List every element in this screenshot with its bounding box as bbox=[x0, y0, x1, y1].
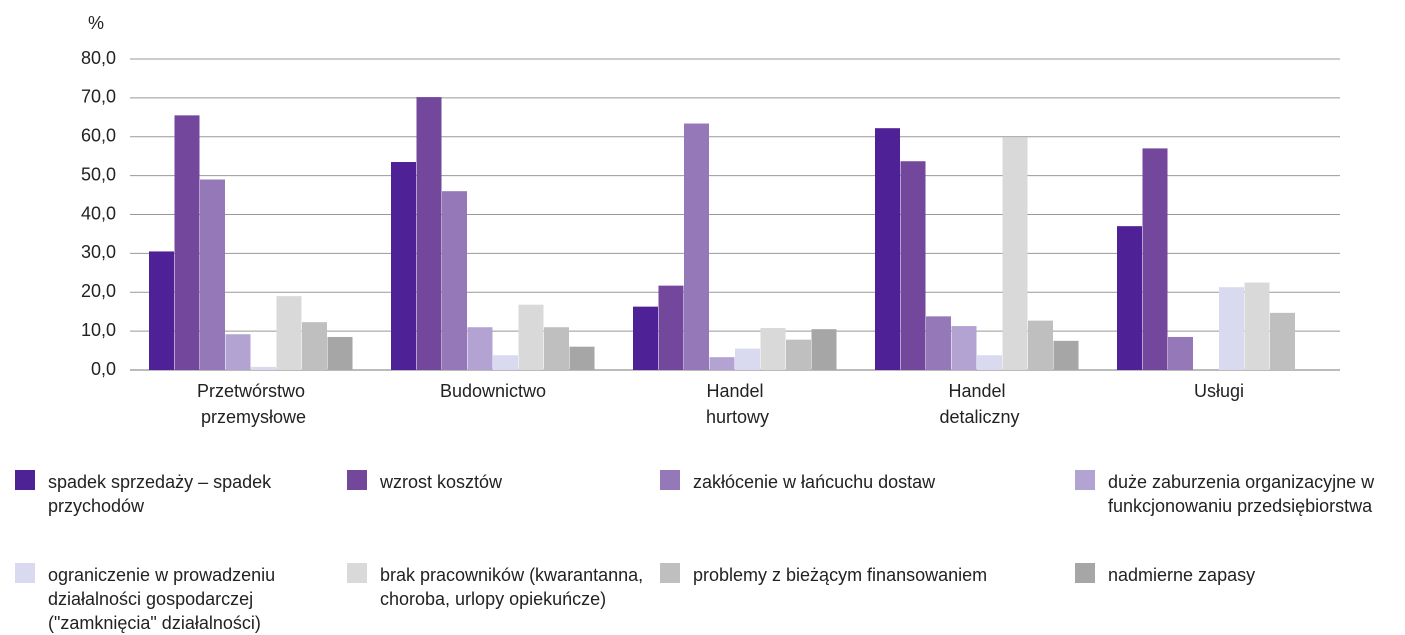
bar bbox=[658, 285, 684, 370]
bar bbox=[1219, 287, 1244, 370]
legend-label: brak pracowników (kwarantanna, choroba, … bbox=[380, 565, 644, 609]
bar bbox=[200, 179, 225, 370]
bar bbox=[875, 128, 900, 370]
bar bbox=[467, 327, 493, 370]
bar bbox=[1270, 312, 1295, 370]
bar bbox=[951, 326, 977, 370]
legend-label: spadek sprzedaży – spadek przychodów bbox=[48, 472, 272, 516]
bar bbox=[977, 355, 1002, 370]
bar bbox=[1002, 137, 1028, 370]
legend-swatch bbox=[15, 470, 35, 490]
y-tick-label: 50,0 bbox=[81, 164, 116, 184]
legend-item: nadmierne zapasy bbox=[1075, 563, 1405, 587]
legend-swatch bbox=[660, 470, 680, 490]
bar bbox=[735, 348, 760, 370]
y-tick-label: 70,0 bbox=[81, 87, 116, 107]
bar bbox=[926, 316, 951, 370]
legend-item: duże zaburzenia organizacyjne w funkcjon… bbox=[1075, 470, 1405, 518]
bar bbox=[1053, 340, 1079, 370]
x-tick-label: Budownictwo bbox=[440, 381, 546, 401]
bar bbox=[302, 322, 327, 370]
y-tick-label: 0,0 bbox=[91, 359, 116, 379]
legend-swatch bbox=[1075, 470, 1095, 490]
bar bbox=[684, 123, 709, 370]
x-tick-label: Przetwórstwo przemysłowe bbox=[196, 381, 306, 427]
legend-label: zakłócenie w łańcuchu dostaw bbox=[693, 472, 936, 492]
x-tick-label: Handel hurtowy bbox=[701, 381, 769, 427]
y-tick-label: 20,0 bbox=[81, 281, 116, 301]
bar bbox=[544, 327, 569, 370]
bar bbox=[633, 306, 658, 370]
bar bbox=[174, 115, 200, 371]
x-tick-label: Handel detaliczny bbox=[934, 381, 1019, 427]
y-tick-label: 40,0 bbox=[81, 203, 116, 223]
legend-swatch bbox=[347, 470, 367, 490]
legend-swatch bbox=[347, 563, 367, 583]
legend-item: brak pracowników (kwarantanna, choroba, … bbox=[347, 563, 650, 611]
bar bbox=[225, 334, 251, 370]
bar bbox=[786, 339, 811, 370]
legend-item: ograniczenie w prowadzeniu działalności … bbox=[15, 563, 323, 635]
bar bbox=[149, 251, 174, 370]
legend-label: nadmierne zapasy bbox=[1108, 565, 1256, 585]
bar bbox=[391, 162, 416, 370]
bar bbox=[1028, 320, 1053, 370]
y-tick-label: 30,0 bbox=[81, 242, 116, 262]
x-tick-label: Usługi bbox=[1194, 381, 1244, 401]
legend-label: problemy z bieżącym finansowaniem bbox=[693, 565, 988, 585]
y-axis-unit: % bbox=[88, 13, 104, 33]
bar bbox=[442, 191, 467, 370]
bar bbox=[1168, 336, 1193, 370]
bar bbox=[416, 97, 442, 370]
bar bbox=[569, 346, 595, 370]
bar bbox=[1117, 226, 1142, 370]
bar bbox=[251, 366, 276, 370]
legend-swatch bbox=[660, 563, 680, 583]
bar bbox=[518, 304, 544, 370]
bar bbox=[1244, 282, 1270, 370]
legend-swatch bbox=[1075, 563, 1095, 583]
legend-item: spadek sprzedaży – spadek przychodów bbox=[15, 470, 323, 518]
y-tick-label: 10,0 bbox=[81, 320, 116, 340]
bar bbox=[327, 336, 353, 370]
legend-item: zakłócenie w łańcuchu dostaw bbox=[660, 470, 1083, 494]
legend-label: wzrost kosztów bbox=[380, 472, 503, 492]
bar bbox=[276, 296, 302, 370]
legend-item: problemy z bieżącym finansowaniem bbox=[660, 563, 1083, 587]
legend-label: ograniczenie w prowadzeniu działalności … bbox=[48, 565, 276, 633]
bar bbox=[493, 355, 518, 370]
bar bbox=[1142, 148, 1168, 370]
bar bbox=[811, 329, 837, 370]
legend-swatch bbox=[15, 563, 35, 583]
bar bbox=[760, 328, 786, 370]
y-tick-label: 60,0 bbox=[81, 126, 116, 146]
bar bbox=[900, 161, 926, 370]
legend-item: wzrost kosztów bbox=[347, 470, 650, 494]
y-tick-label: 80,0 bbox=[81, 48, 116, 68]
legend-label: duże zaburzenia organizacyjne w funkcjon… bbox=[1108, 472, 1375, 516]
bar bbox=[709, 357, 735, 370]
chart: % 0,0 10,0 20,0 30,0 40,0 50,0 60,0 70,0 80,0 Prz… bbox=[81, 13, 1340, 427]
